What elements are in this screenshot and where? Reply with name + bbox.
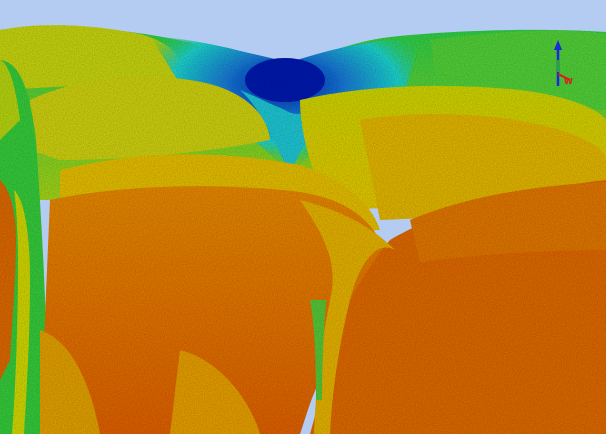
x-axis-label: W bbox=[564, 77, 573, 86]
bottom-left-yellow bbox=[40, 330, 100, 434]
valley-deep bbox=[245, 58, 325, 102]
near-right-top bbox=[410, 182, 606, 262]
z-axis-arrow bbox=[554, 40, 562, 50]
center-gully bbox=[300, 200, 395, 434]
orientation-axes-icon[interactable]: W bbox=[540, 38, 580, 90]
near-left-forest bbox=[40, 186, 385, 434]
far-left-hill bbox=[0, 25, 183, 90]
left-yellow-edge bbox=[0, 60, 20, 140]
bottom-mid-yellow bbox=[170, 350, 260, 434]
left-orange-edge bbox=[0, 180, 16, 380]
valley bbox=[150, 36, 420, 175]
mid-left-hill bbox=[30, 76, 270, 160]
left-yellow-band bbox=[12, 190, 30, 434]
gully-green bbox=[310, 300, 326, 400]
x-axis-line bbox=[557, 73, 571, 81]
